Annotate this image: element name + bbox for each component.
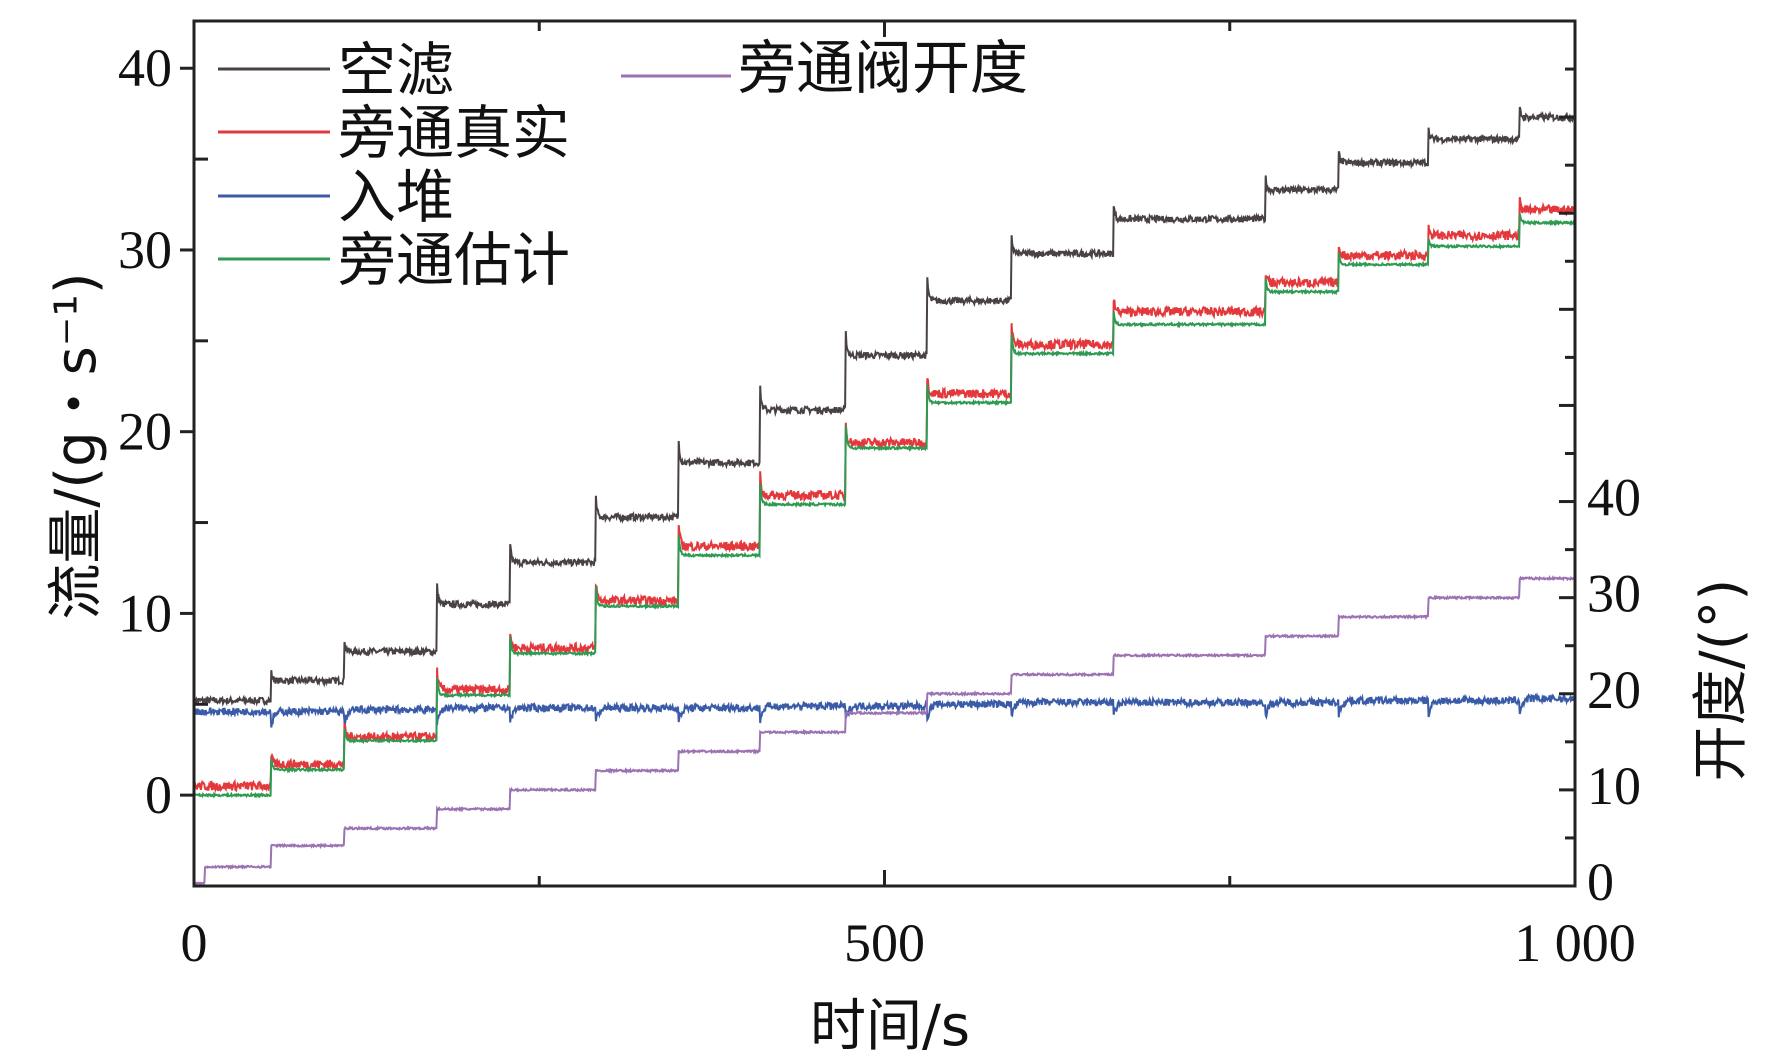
y2-tick-label: 20 xyxy=(1587,660,1641,720)
y-tick-label: 0 xyxy=(145,765,172,825)
y2-tick-label: 40 xyxy=(1587,468,1641,528)
x-axis-label: 时间/s xyxy=(810,994,970,1059)
series-layer xyxy=(193,106,1576,886)
series-line-1 xyxy=(193,196,1576,794)
series-line-2 xyxy=(193,692,1576,728)
legend: 空滤 旁通真实 入堆 旁通估计 旁通阀开度 xyxy=(218,34,1028,294)
axes-layer: 0 10 20 30 40 0 10 20 30 40 0 500 1 000 xyxy=(118,19,1641,973)
series-line-4 xyxy=(193,574,1576,886)
y-tick-label: 30 xyxy=(118,220,172,280)
legend-label-bypass-real: 旁通真实 xyxy=(338,99,570,167)
legend-label-stack-inlet: 入堆 xyxy=(338,163,454,231)
x-tick-label: 0 xyxy=(181,913,208,973)
legend-label-air-filter: 空滤 xyxy=(338,36,454,104)
y2-axis-label: 开度/(°) xyxy=(1689,579,1754,782)
y2-tick-label: 0 xyxy=(1587,852,1614,912)
y2-tick-label: 10 xyxy=(1587,756,1641,816)
series-line-0 xyxy=(193,106,1576,707)
y-tick-label: 20 xyxy=(118,402,172,462)
y-tick-label: 40 xyxy=(118,38,172,98)
y-tick-label: 10 xyxy=(118,583,172,643)
legend-label-valve-opening: 旁通阀开度 xyxy=(738,34,1028,102)
x-tick-label: 500 xyxy=(844,913,925,973)
y2-tick-label: 30 xyxy=(1587,564,1641,624)
legend-label-bypass-estimate: 旁通估计 xyxy=(338,226,570,294)
x-tick-label: 1 000 xyxy=(1514,913,1636,973)
series-line-3 xyxy=(194,213,1576,799)
y-axis-label: 流量/(g・s⁻¹) xyxy=(44,272,109,619)
